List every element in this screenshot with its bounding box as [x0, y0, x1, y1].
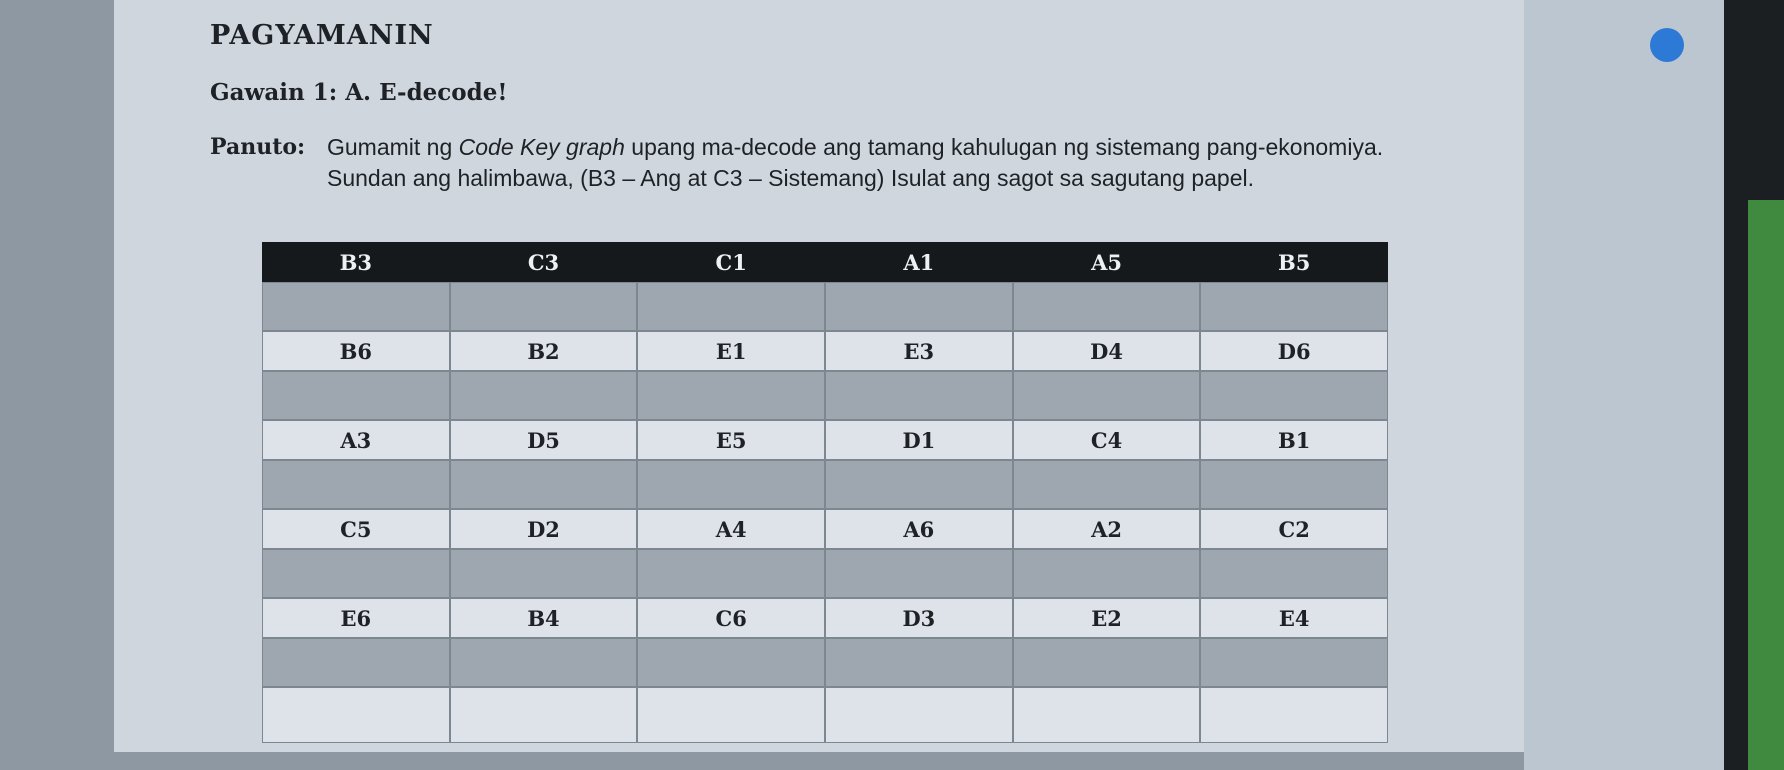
answer-cell — [449, 371, 638, 420]
answer-cell — [1012, 460, 1201, 509]
code-cell: D5 — [449, 420, 638, 460]
answer-cell — [262, 549, 450, 598]
text: upang ma-decode ang tamang kahulugan ng … — [327, 134, 1384, 191]
answer-cell — [825, 371, 1013, 420]
code-cell: B3 — [262, 242, 450, 282]
table-row: B6 B2 E1 E3 D4 D6 — [262, 331, 1389, 371]
table-row: C5 D2 A4 A6 A2 C2 — [262, 509, 1389, 549]
code-cell: A3 — [262, 420, 450, 460]
text: Gumamit ng — [327, 134, 453, 160]
answer-cell — [262, 638, 450, 687]
code-cell: E3 — [825, 331, 1013, 371]
answer-cell — [1200, 460, 1389, 509]
code-cell: A5 — [1012, 242, 1201, 282]
answer-cell — [1200, 549, 1389, 598]
code-cell: D3 — [825, 598, 1013, 638]
table-row: E6 B4 C6 D3 E2 E4 — [262, 598, 1389, 638]
answer-row — [262, 687, 1389, 743]
answer-cell — [1012, 371, 1201, 420]
answer-cell — [637, 371, 826, 420]
code-cell: C4 — [1012, 420, 1201, 460]
answer-cell — [637, 549, 826, 598]
answer-cell — [1200, 282, 1389, 331]
answer-cell — [449, 687, 638, 743]
answer-cell — [637, 460, 826, 509]
code-cell: A1 — [825, 242, 1013, 282]
answer-cell — [1012, 282, 1201, 331]
code-cell: D2 — [449, 509, 638, 549]
assistant-button[interactable] — [1650, 28, 1684, 62]
code-cell: C6 — [637, 598, 826, 638]
answer-cell — [825, 638, 1013, 687]
code-cell: C1 — [637, 242, 826, 282]
side-pane — [1524, 0, 1724, 770]
code-cell: A2 — [1012, 509, 1201, 549]
code-cell: D4 — [1012, 331, 1201, 371]
code-cell: E2 — [1012, 598, 1201, 638]
code-cell: E4 — [1200, 598, 1389, 638]
page-title: PAGYAMANIN — [210, 20, 434, 51]
code-cell: E6 — [262, 598, 450, 638]
answer-cell — [825, 460, 1013, 509]
answer-cell — [449, 460, 638, 509]
answer-cell — [1200, 687, 1389, 743]
code-table: B3 C3 C1 A1 A5 B5 B6 B2 E1 E3 D4 D6 A3 D5 E5 D1 C4 B1 C5 D2… — [262, 242, 1389, 743]
answer-row — [262, 371, 1389, 420]
answer-cell — [262, 687, 450, 743]
answer-cell — [449, 638, 638, 687]
instruction-label: Panuto: — [210, 134, 306, 160]
answer-row — [262, 460, 1389, 509]
code-cell: E5 — [637, 420, 826, 460]
answer-cell — [637, 638, 826, 687]
answer-cell — [1012, 549, 1201, 598]
answer-cell — [449, 282, 638, 331]
code-cell: A6 — [825, 509, 1013, 549]
answer-cell — [825, 549, 1013, 598]
answer-cell — [449, 549, 638, 598]
answer-cell — [1200, 371, 1389, 420]
answer-cell — [1012, 638, 1201, 687]
code-cell: B1 — [1200, 420, 1389, 460]
answer-cell — [1200, 638, 1389, 687]
answer-row — [262, 549, 1389, 598]
code-cell: B5 — [1200, 242, 1389, 282]
answer-row — [262, 638, 1389, 687]
answer-cell — [825, 282, 1013, 331]
instruction-text: Gumamit ng Code Key graph upang ma-decod… — [327, 132, 1427, 194]
code-cell: B4 — [449, 598, 638, 638]
answer-cell — [825, 687, 1013, 743]
emphasis: Code Key graph — [458, 134, 625, 160]
answer-cell — [262, 460, 450, 509]
code-cell: C5 — [262, 509, 450, 549]
answer-cell — [1012, 687, 1201, 743]
table-row: B3 C3 C1 A1 A5 B5 — [262, 242, 1389, 282]
background-edge — [1748, 200, 1784, 770]
code-cell: D6 — [1200, 331, 1389, 371]
answer-cell — [262, 371, 450, 420]
answer-cell — [262, 282, 450, 331]
code-cell: D1 — [825, 420, 1013, 460]
code-cell: C2 — [1200, 509, 1389, 549]
code-cell: E1 — [637, 331, 826, 371]
code-cell: A4 — [637, 509, 826, 549]
answer-cell — [637, 687, 826, 743]
answer-cell — [637, 282, 826, 331]
activity-title: Gawain 1: A. E-decode! — [210, 79, 508, 106]
code-cell: C3 — [449, 242, 638, 282]
code-cell: B6 — [262, 331, 450, 371]
table-row: A3 D5 E5 D1 C4 B1 — [262, 420, 1389, 460]
answer-row — [262, 282, 1389, 331]
code-cell: B2 — [449, 331, 638, 371]
